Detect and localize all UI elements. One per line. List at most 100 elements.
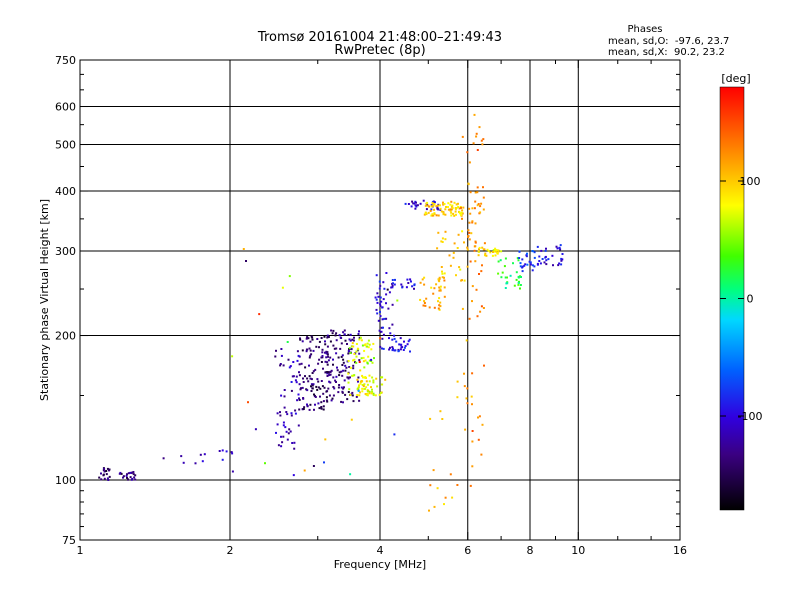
data-point	[477, 416, 479, 419]
data-point	[560, 257, 563, 260]
data-point	[382, 326, 384, 329]
data-point	[304, 366, 307, 369]
data-point	[388, 348, 391, 351]
data-point	[327, 359, 330, 362]
data-point	[319, 387, 322, 390]
data-point	[100, 478, 103, 481]
data-point	[440, 210, 443, 213]
data-point	[434, 201, 436, 204]
data-point	[463, 372, 465, 375]
data-point	[344, 364, 347, 367]
data-point	[295, 381, 298, 384]
data-point	[356, 387, 359, 390]
data-point	[338, 374, 341, 377]
data-point	[357, 389, 360, 392]
data-point	[379, 310, 381, 313]
data-point	[372, 342, 375, 345]
data-point	[385, 302, 387, 305]
data-point	[389, 346, 391, 349]
data-point	[474, 240, 477, 243]
data-point	[422, 304, 425, 307]
x-axis-label: Frequency [MHz]	[334, 558, 426, 571]
data-point	[332, 376, 335, 379]
data-point	[106, 477, 109, 480]
data-point	[439, 288, 442, 291]
data-point	[475, 132, 478, 135]
data-point	[382, 333, 385, 336]
data-point	[393, 334, 396, 337]
data-point	[305, 348, 308, 351]
data-point	[411, 200, 414, 203]
data-point	[368, 392, 371, 395]
data-point	[302, 408, 305, 410]
data-point	[317, 362, 320, 365]
data-point	[521, 266, 524, 269]
data-point	[436, 207, 439, 210]
data-point	[366, 383, 369, 386]
data-point	[290, 381, 293, 383]
data-point	[545, 247, 547, 250]
data-point	[395, 340, 398, 343]
data-point	[523, 264, 526, 267]
data-point	[231, 355, 234, 358]
data-point	[321, 355, 324, 357]
data-point	[303, 406, 306, 409]
data-point	[489, 251, 492, 254]
data-point	[122, 475, 125, 478]
data-point	[359, 382, 362, 385]
data-point	[376, 312, 379, 315]
data-point	[543, 261, 546, 264]
data-point	[326, 336, 329, 339]
data-point	[314, 403, 316, 406]
data-point	[283, 406, 286, 409]
data-point	[280, 394, 283, 397]
data-point	[378, 280, 381, 283]
data-point	[454, 207, 457, 209]
data-point	[425, 208, 428, 211]
data-point	[327, 387, 330, 390]
data-point	[465, 397, 468, 400]
data-point	[439, 204, 441, 207]
data-point	[481, 246, 484, 249]
data-point	[324, 340, 326, 343]
data-point	[506, 276, 508, 279]
data-point	[366, 342, 369, 345]
data-point	[380, 300, 383, 303]
data-point	[464, 428, 467, 431]
data-point	[338, 384, 341, 386]
data-point	[385, 317, 388, 320]
data-point	[473, 249, 476, 252]
data-point	[328, 380, 331, 383]
data-point	[108, 475, 111, 478]
data-point	[449, 203, 452, 206]
data-point	[379, 345, 382, 348]
data-point	[471, 430, 474, 432]
data-point	[326, 371, 329, 373]
data-point	[430, 286, 433, 289]
data-point	[544, 255, 547, 258]
data-point	[458, 211, 461, 214]
data-point	[381, 337, 384, 340]
data-point	[342, 401, 344, 404]
data-point	[297, 393, 300, 396]
data-point	[340, 386, 343, 389]
data-point	[480, 202, 483, 205]
data-point	[230, 451, 233, 454]
data-point	[310, 383, 313, 386]
data-point	[132, 471, 135, 473]
data-point	[312, 465, 315, 467]
data-point	[329, 356, 332, 359]
data-point	[355, 343, 358, 345]
data-point	[476, 204, 479, 207]
data-point	[374, 296, 377, 299]
data-point	[358, 330, 360, 333]
data-point	[470, 395, 473, 398]
data-point	[298, 374, 301, 377]
data-point	[297, 354, 300, 357]
data-point	[335, 347, 338, 350]
data-point	[379, 284, 382, 287]
data-point	[509, 274, 512, 277]
data-point	[394, 278, 396, 281]
data-point	[401, 346, 404, 349]
data-point	[411, 285, 414, 288]
